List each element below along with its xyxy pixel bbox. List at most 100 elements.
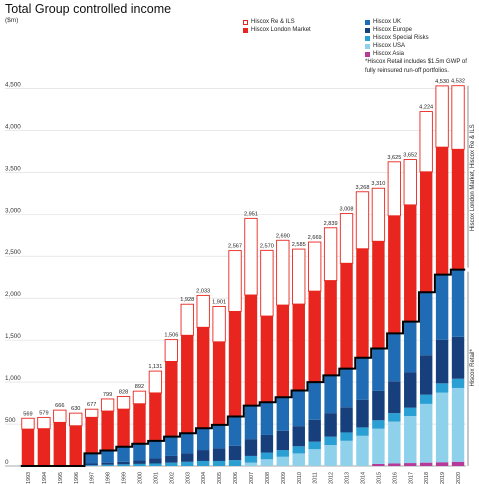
bar-segment-london-market bbox=[419, 171, 433, 293]
bar-segment-london-market bbox=[244, 294, 258, 406]
legend-item-re-ils: Hiscox Re & ILS bbox=[243, 18, 311, 26]
bar-segment-europe bbox=[149, 458, 162, 464]
legend-swatch-uk bbox=[365, 19, 370, 25]
x-tick-label: 2007 bbox=[249, 472, 255, 484]
bar-segment-asia bbox=[372, 463, 385, 466]
x-tick-label: 1995 bbox=[58, 472, 64, 484]
bar-segment-special-risks bbox=[356, 427, 369, 436]
bar-segment-special-risks bbox=[212, 460, 226, 466]
bar-segment-europe bbox=[85, 463, 98, 466]
legend-label-uk: Hiscox UK bbox=[373, 19, 402, 25]
bar-segment-london-market bbox=[308, 291, 321, 383]
bar-total-label: 569 bbox=[23, 411, 32, 417]
bar-segment-europe bbox=[101, 462, 114, 465]
bar-segment-london-market bbox=[324, 280, 337, 376]
bar-segment-re-ils bbox=[260, 249, 274, 317]
x-tick-label: 2020 bbox=[456, 472, 462, 484]
bar-segment-special-risks bbox=[308, 441, 321, 450]
bar-segment-special-risks bbox=[149, 463, 162, 466]
x-tick-label: 2003 bbox=[185, 472, 191, 484]
x-tick-label: 1996 bbox=[74, 472, 80, 484]
bar-segment-europe bbox=[372, 390, 385, 421]
bar-total-label: 4,530 bbox=[435, 79, 449, 85]
bar-segment-london-market bbox=[212, 341, 226, 425]
bar-segment-europe bbox=[276, 430, 290, 451]
bar-segment-uk bbox=[212, 424, 226, 449]
bar-segment-europe bbox=[419, 355, 433, 395]
bar-segment-europe bbox=[196, 450, 210, 461]
bar-segment-london-market bbox=[149, 392, 162, 441]
legend-label-re-ils: Hiscox Re & ILS bbox=[251, 19, 295, 25]
bar-segment-europe bbox=[133, 460, 146, 464]
x-tick-label: 2002 bbox=[169, 472, 175, 484]
bar-segment-re-ils bbox=[100, 398, 115, 412]
bar-segment-london-market bbox=[356, 248, 369, 358]
y-tick-label: 1,000 bbox=[5, 375, 21, 382]
x-tick-label: 2019 bbox=[440, 472, 446, 484]
x-tick-label: 2010 bbox=[297, 472, 303, 484]
bar-segment-re-ils bbox=[387, 161, 401, 217]
x-tick-label: 2008 bbox=[265, 472, 271, 484]
bar-segment-uk bbox=[435, 274, 449, 340]
bar-segment-uk bbox=[85, 453, 98, 464]
right-label-london-re: Hiscox London Market, Hiscox Re & ILS bbox=[470, 124, 476, 231]
bar-segment-usa bbox=[308, 449, 321, 466]
bar-segment-london-market bbox=[228, 311, 242, 417]
bar-segment-special-risks bbox=[388, 413, 401, 422]
bar-segment-london-market bbox=[37, 428, 51, 466]
legend-retail: Hiscox UK Hiscox Europe Hiscox Special R… bbox=[365, 18, 473, 75]
bar-segment-europe bbox=[212, 448, 226, 461]
bar-segment-special-risks bbox=[276, 450, 290, 457]
bar-segment-special-risks bbox=[101, 464, 114, 466]
x-tick-label: 2000 bbox=[137, 472, 143, 484]
bar-segment-usa bbox=[388, 421, 401, 464]
bar-segment-special-risks bbox=[419, 394, 433, 404]
y-tick-label: 2,000 bbox=[5, 291, 21, 298]
bar-total-label: 1,928 bbox=[180, 297, 194, 303]
bar-segment-re-ils bbox=[164, 339, 178, 362]
legend-item-europe: Hiscox Europe bbox=[365, 26, 473, 34]
legend-label-special-risks: Hiscox Special Risks bbox=[373, 35, 429, 42]
y-axis-unit-label: ($m) bbox=[5, 17, 19, 24]
bar-segment-asia bbox=[419, 462, 433, 466]
bar-segment-asia bbox=[388, 463, 401, 466]
bar-segment-london-market bbox=[117, 409, 130, 447]
bar-segment-uk bbox=[324, 375, 337, 414]
bar-segment-uk bbox=[117, 446, 130, 462]
bar-segment-london-market bbox=[260, 316, 274, 403]
x-tick-label: 1993 bbox=[26, 472, 32, 484]
legend-footnote: *Hiscox Retail includes $1.5m GWP of ful… bbox=[365, 59, 467, 74]
bar-total-label: 3,652 bbox=[403, 153, 417, 159]
bar-segment-london-market bbox=[133, 403, 146, 444]
bar-total-label: 1,131 bbox=[148, 364, 162, 370]
x-tick-label: 2017 bbox=[408, 472, 414, 484]
bar-segment-special-risks bbox=[340, 432, 353, 441]
bar-segment-re-ils bbox=[228, 250, 242, 312]
bar-segment-london-market bbox=[340, 263, 353, 369]
bar-segment-usa bbox=[419, 403, 433, 463]
bar-segment-special-risks bbox=[404, 407, 417, 417]
legend-label-asia: Hiscox Asia bbox=[373, 51, 405, 58]
bar-segment-special-risks bbox=[260, 452, 274, 460]
bar-segment-europe bbox=[244, 439, 258, 456]
bar-segment-special-risks bbox=[196, 460, 210, 466]
bar-segment-re-ils bbox=[292, 248, 306, 305]
legend-item-london-market: Hiscox London Market bbox=[243, 26, 311, 34]
bar-segment-europe bbox=[181, 453, 194, 462]
bar-segment-special-risks bbox=[165, 462, 178, 466]
bar-segment-re-ils bbox=[323, 227, 338, 282]
legend-item-usa: Hiscox USA bbox=[365, 42, 473, 50]
chart-title: Total Group controlled income bbox=[5, 2, 172, 16]
bar-segment-europe bbox=[340, 407, 353, 433]
bar-segment-london-market bbox=[435, 147, 449, 275]
bar-segment-usa bbox=[292, 453, 305, 466]
bar-total-label: 3,008 bbox=[340, 207, 354, 213]
y-tick-label: 500 bbox=[5, 417, 16, 424]
bar-segment-usa bbox=[451, 387, 465, 462]
bar-segment-asia bbox=[435, 462, 449, 466]
bar-segment-london-market bbox=[181, 335, 194, 434]
bar-segment-london-market bbox=[372, 241, 385, 349]
bar-segment-uk bbox=[260, 402, 274, 435]
bar-segment-special-risks bbox=[292, 446, 305, 454]
bar-segment-london-market bbox=[21, 429, 35, 466]
